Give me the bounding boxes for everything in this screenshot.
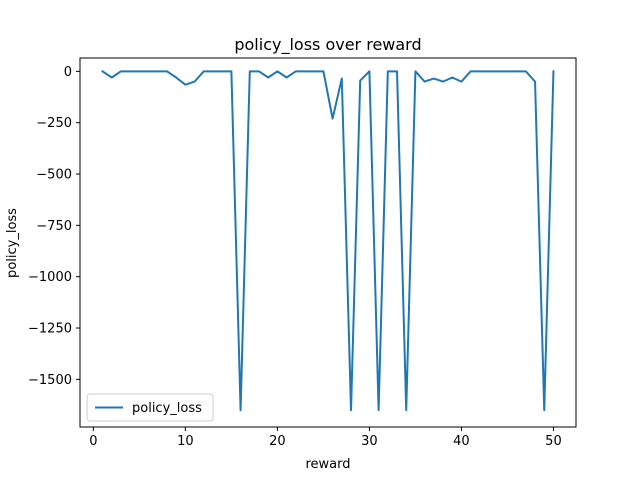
x-axis-label: reward: [305, 457, 350, 472]
x-tick-label: 30: [361, 434, 378, 449]
y-tick-label: −1250: [28, 322, 72, 337]
x-tick-label: 20: [269, 434, 286, 449]
y-tick-label: −1500: [28, 373, 72, 388]
x-tick-label: 50: [545, 434, 562, 449]
x-tick-label: 0: [89, 434, 97, 449]
legend: policy_loss: [86, 393, 214, 422]
x-axis: 0 10 20 30 40 50: [89, 427, 562, 449]
y-axis-label: policy_loss: [5, 208, 20, 278]
x-tick-label: 10: [177, 434, 194, 449]
y-tick-label: −500: [36, 168, 72, 183]
plot-area: [101, 69, 555, 412]
y-axis: 0 −250 −500 −750 −1000 −1250 −1500: [28, 65, 80, 388]
axes-frame: [79, 57, 577, 428]
y-tick-label: −1000: [28, 270, 72, 285]
y-tick-label: 0: [64, 65, 72, 80]
series-line-policy-loss: [101, 69, 555, 412]
legend-box: [86, 393, 214, 422]
chart-title: policy_loss over reward: [234, 35, 421, 55]
legend-label: policy_loss: [132, 401, 202, 416]
y-tick-label: −250: [36, 116, 72, 131]
x-tick-label: 40: [453, 434, 470, 449]
y-tick-label: −750: [36, 219, 72, 234]
